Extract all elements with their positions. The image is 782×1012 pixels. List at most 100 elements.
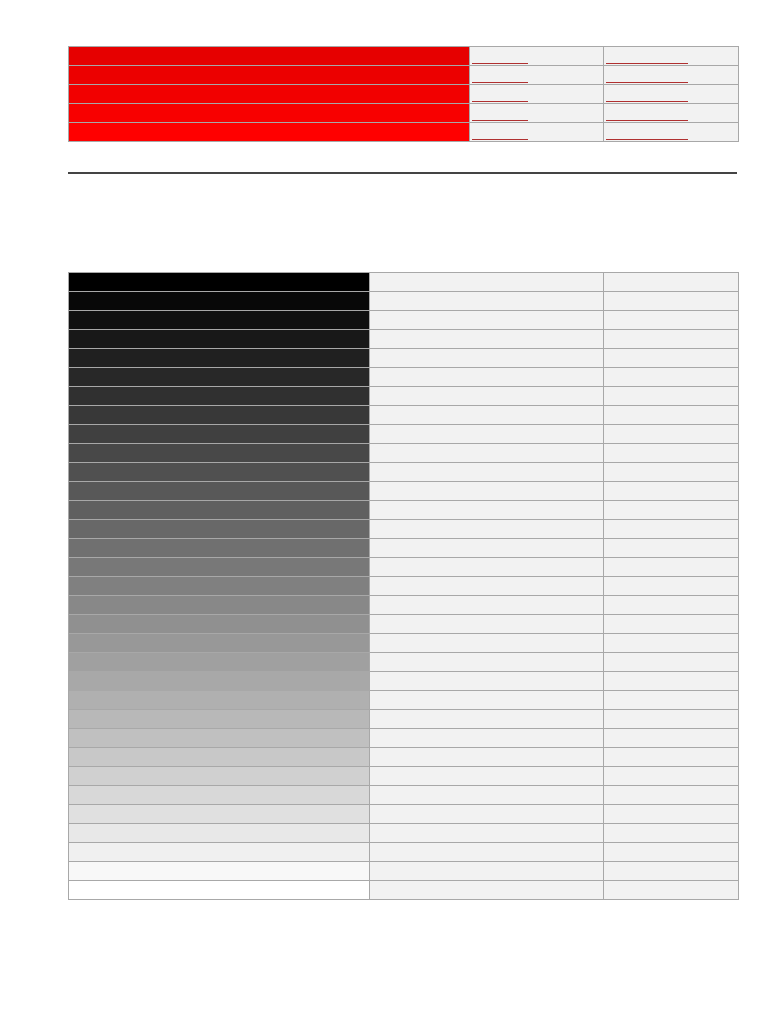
red-swatch-table-body <box>68 46 739 142</box>
swatch-row <box>68 46 739 66</box>
swatch-row <box>68 614 739 634</box>
hex-value-cell <box>369 557 604 577</box>
rgb-value-cell <box>603 785 739 805</box>
color-swatch <box>68 310 370 330</box>
swatch-row <box>68 103 739 123</box>
hex-value-cell <box>369 424 604 444</box>
color-swatch <box>68 367 370 387</box>
rgb-value-cell <box>603 348 739 368</box>
rgb-value-cell <box>603 443 739 463</box>
hex-value-link[interactable] <box>472 119 528 121</box>
hex-value-cell <box>369 367 604 387</box>
color-swatch <box>68 880 370 900</box>
hex-value-cell <box>369 823 604 843</box>
hex-value-cell <box>369 386 604 406</box>
rgb-value-link[interactable] <box>606 138 688 140</box>
swatch-row <box>68 519 739 539</box>
swatch-row <box>68 424 739 444</box>
hex-value-cell[interactable] <box>469 84 604 104</box>
swatch-row <box>68 500 739 520</box>
gray-swatch-table-body <box>68 272 739 900</box>
rgb-value-cell <box>603 576 739 596</box>
rgb-value-cell <box>603 671 739 691</box>
hex-value-cell <box>369 633 604 653</box>
hex-value-cell <box>369 690 604 710</box>
rgb-value-cell[interactable] <box>603 46 739 66</box>
swatch-row <box>68 576 739 596</box>
swatch-row <box>68 538 739 558</box>
hex-value-cell[interactable] <box>469 65 604 85</box>
color-swatch <box>68 462 370 482</box>
color-swatch <box>68 405 370 425</box>
rgb-value-cell <box>603 728 739 748</box>
color-swatch <box>68 424 370 444</box>
color-swatch <box>68 728 370 748</box>
rgb-value-cell[interactable] <box>603 122 739 142</box>
rgb-value-cell <box>603 595 739 615</box>
swatch-row <box>68 329 739 349</box>
rgb-value-cell <box>603 823 739 843</box>
hex-value-link[interactable] <box>472 81 528 83</box>
swatch-row <box>68 443 739 463</box>
color-swatch <box>68 122 470 142</box>
color-swatch <box>68 84 470 104</box>
hex-value-link[interactable] <box>472 100 528 102</box>
hex-value-cell <box>369 310 604 330</box>
rgb-value-cell <box>603 424 739 444</box>
rgb-value-cell <box>603 709 739 729</box>
color-swatch <box>68 557 370 577</box>
swatch-row <box>68 65 739 85</box>
hex-value-cell <box>369 671 604 691</box>
hex-value-cell[interactable] <box>469 46 604 66</box>
rgb-value-cell <box>603 291 739 311</box>
rgb-value-cell[interactable] <box>603 84 739 104</box>
hex-value-cell <box>369 538 604 558</box>
rgb-value-cell[interactable] <box>603 65 739 85</box>
hex-value-cell <box>369 728 604 748</box>
hex-value-cell <box>369 405 604 425</box>
color-swatch <box>68 272 370 292</box>
hex-value-link[interactable] <box>472 62 528 64</box>
swatch-row <box>68 880 739 900</box>
rgb-value-cell <box>603 747 739 767</box>
hex-value-cell <box>369 747 604 767</box>
swatch-row <box>68 785 739 805</box>
color-swatch <box>68 500 370 520</box>
hex-value-cell <box>369 804 604 824</box>
rgb-value-link[interactable] <box>606 62 688 64</box>
rgb-value-cell <box>603 557 739 577</box>
rgb-value-link[interactable] <box>606 100 688 102</box>
swatch-row <box>68 804 739 824</box>
rgb-value-cell[interactable] <box>603 103 739 123</box>
hex-value-cell[interactable] <box>469 103 604 123</box>
hex-value-cell[interactable] <box>469 122 604 142</box>
color-swatch <box>68 633 370 653</box>
hex-value-cell <box>369 462 604 482</box>
rgb-value-cell <box>603 405 739 425</box>
swatch-row <box>68 462 739 482</box>
color-swatch <box>68 652 370 672</box>
hex-value-cell <box>369 500 604 520</box>
rgb-value-cell <box>603 481 739 501</box>
color-swatch <box>68 538 370 558</box>
swatch-row <box>68 766 739 786</box>
rgb-value-link[interactable] <box>606 119 688 121</box>
hex-value-link[interactable] <box>472 138 528 140</box>
swatch-row <box>68 122 739 142</box>
hex-value-cell <box>369 576 604 596</box>
hex-value-cell <box>369 785 604 805</box>
rgb-value-cell <box>603 500 739 520</box>
hex-value-cell <box>369 709 604 729</box>
rgb-value-cell <box>603 386 739 406</box>
rgb-value-cell <box>603 272 739 292</box>
hex-value-cell <box>369 272 604 292</box>
rgb-value-cell <box>603 614 739 634</box>
rgb-value-cell <box>603 804 739 824</box>
swatch-row <box>68 405 739 425</box>
rgb-value-link[interactable] <box>606 81 688 83</box>
hex-value-cell <box>369 652 604 672</box>
color-swatch <box>68 386 370 406</box>
swatch-row <box>68 652 739 672</box>
color-swatch <box>68 804 370 824</box>
color-swatch <box>68 842 370 862</box>
